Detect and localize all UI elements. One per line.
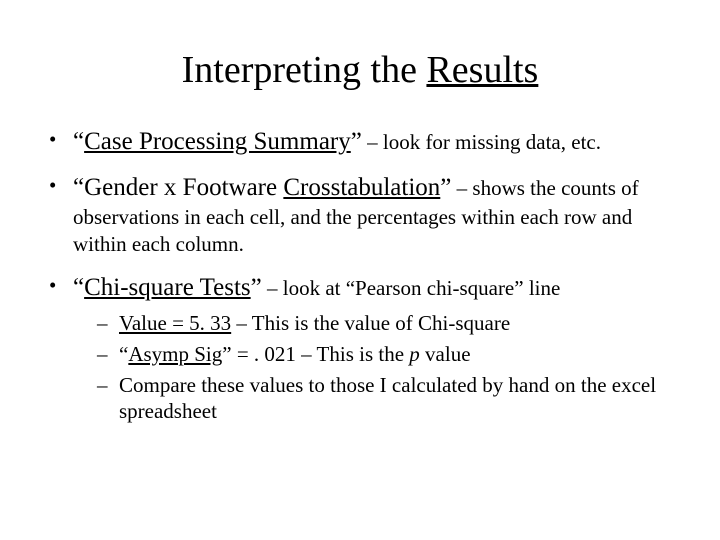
lead-plain: Gender x Footware (84, 174, 283, 201)
bullet-lead: “Chi-square Tests” (73, 274, 262, 301)
sub-underlined: Value = 5. 33 (119, 311, 231, 335)
bullet-rest: – look for missing data, etc. (362, 130, 601, 154)
list-item: “Gender x Footware Crosstabulation” – sh… (45, 172, 675, 258)
sub-item: Compare these values to those I calculat… (97, 372, 675, 426)
lead-underlined: Chi-square Tests (84, 274, 251, 301)
bullet-lead: “Case Processing Summary” (73, 128, 362, 155)
open-quote: “ (73, 174, 84, 201)
sub-pre: “ (119, 342, 128, 366)
close-quote: ” (351, 128, 362, 155)
sub-underlined: Asymp Sig (128, 342, 222, 366)
list-item: “Chi-square Tests” – look at “Pearson ch… (45, 272, 675, 426)
list-item: “Case Processing Summary” – look for mis… (45, 126, 675, 158)
lead-underlined: Crosstabulation (283, 174, 440, 201)
slide: Interpreting the Results “Case Processin… (0, 0, 720, 540)
sub-item: “Asymp Sig” = . 021 – This is the p valu… (97, 341, 675, 368)
slide-title: Interpreting the Results (45, 48, 675, 92)
title-text: Interpreting the (182, 49, 427, 91)
title-underlined: Results (426, 49, 538, 91)
bullet-lead: “Gender x Footware Crosstabulation” (73, 174, 451, 201)
bullet-list: “Case Processing Summary” – look for mis… (45, 126, 675, 425)
sub-list: Value = 5. 33 – This is the value of Chi… (97, 310, 675, 426)
open-quote: “ (73, 128, 84, 155)
bullet-rest: – look at “Pearson chi-square” line (262, 276, 561, 300)
sub-after: – This is the value of Chi-square (231, 311, 510, 335)
sub-after: value (420, 342, 471, 366)
sub-italic: p (409, 342, 420, 366)
sub-item: Value = 5. 33 – This is the value of Chi… (97, 310, 675, 337)
open-quote: “ (73, 274, 84, 301)
close-quote: ” (251, 274, 262, 301)
close-quote: ” (440, 174, 451, 201)
lead-underlined: Case Processing Summary (84, 128, 351, 155)
sub-mid: ” = . 021 – This is the (222, 342, 409, 366)
sub-plain: Compare these values to those I calculat… (119, 373, 656, 424)
